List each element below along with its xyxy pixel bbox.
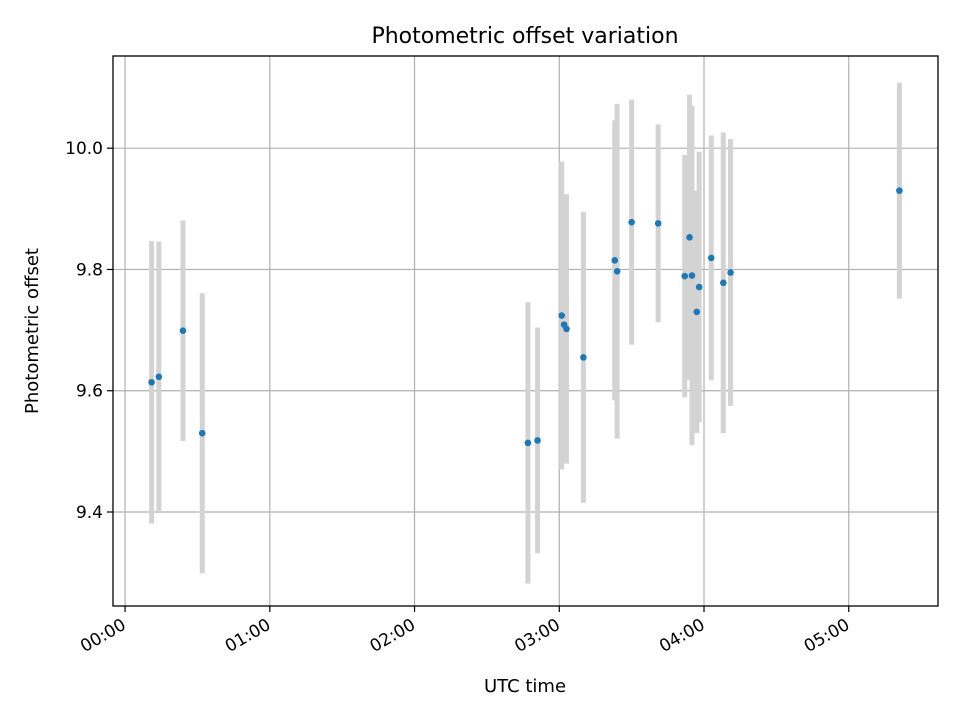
data-point [148, 378, 155, 386]
x-tick-label: 04:00 [656, 615, 708, 657]
data-point [707, 254, 715, 262]
y-tick-label: 9.8 [76, 260, 103, 280]
data-point [580, 354, 587, 361]
data-point [681, 272, 689, 280]
data-point [727, 269, 734, 276]
error-bars [149, 82, 902, 584]
data-point [686, 234, 693, 241]
data-point [563, 325, 570, 333]
y-axis-label: Photometric offset [22, 248, 43, 414]
x-axis-label: UTC time [484, 676, 566, 697]
data-point [611, 257, 619, 264]
x-tick-label: 00:00 [77, 615, 129, 657]
y-tick-label: 10.0 [65, 139, 103, 159]
data-point [654, 220, 662, 227]
data-points [148, 187, 903, 447]
data-point [695, 283, 703, 291]
data-point [693, 308, 701, 316]
data-point [179, 327, 187, 334]
data-point [628, 218, 635, 226]
data-point [558, 312, 565, 319]
plot-frame [112, 55, 939, 607]
chart-title: Photometric offset variation [371, 24, 678, 49]
x-tick-label: 02:00 [367, 615, 419, 657]
data-point [155, 373, 163, 381]
x-axis-ticks: 00:00 01:00 02:00 03:00 04:00 05:00 [77, 606, 853, 657]
data-point [613, 267, 621, 275]
grid-lines [113, 56, 938, 606]
data-point [896, 187, 903, 194]
x-tick-label: 01:00 [222, 615, 274, 657]
y-axis-ticks: 9.4 9.6 9.8 10.0 [65, 139, 113, 523]
data-point [534, 437, 541, 444]
data-point [720, 279, 727, 287]
y-tick-label: 9.6 [76, 382, 103, 402]
data-point [198, 429, 206, 437]
x-tick-label: 05:00 [801, 615, 853, 657]
x-tick-label: 03:00 [511, 615, 563, 657]
y-tick-label: 9.4 [76, 503, 103, 523]
data-point [524, 439, 532, 447]
data-point [688, 272, 696, 279]
